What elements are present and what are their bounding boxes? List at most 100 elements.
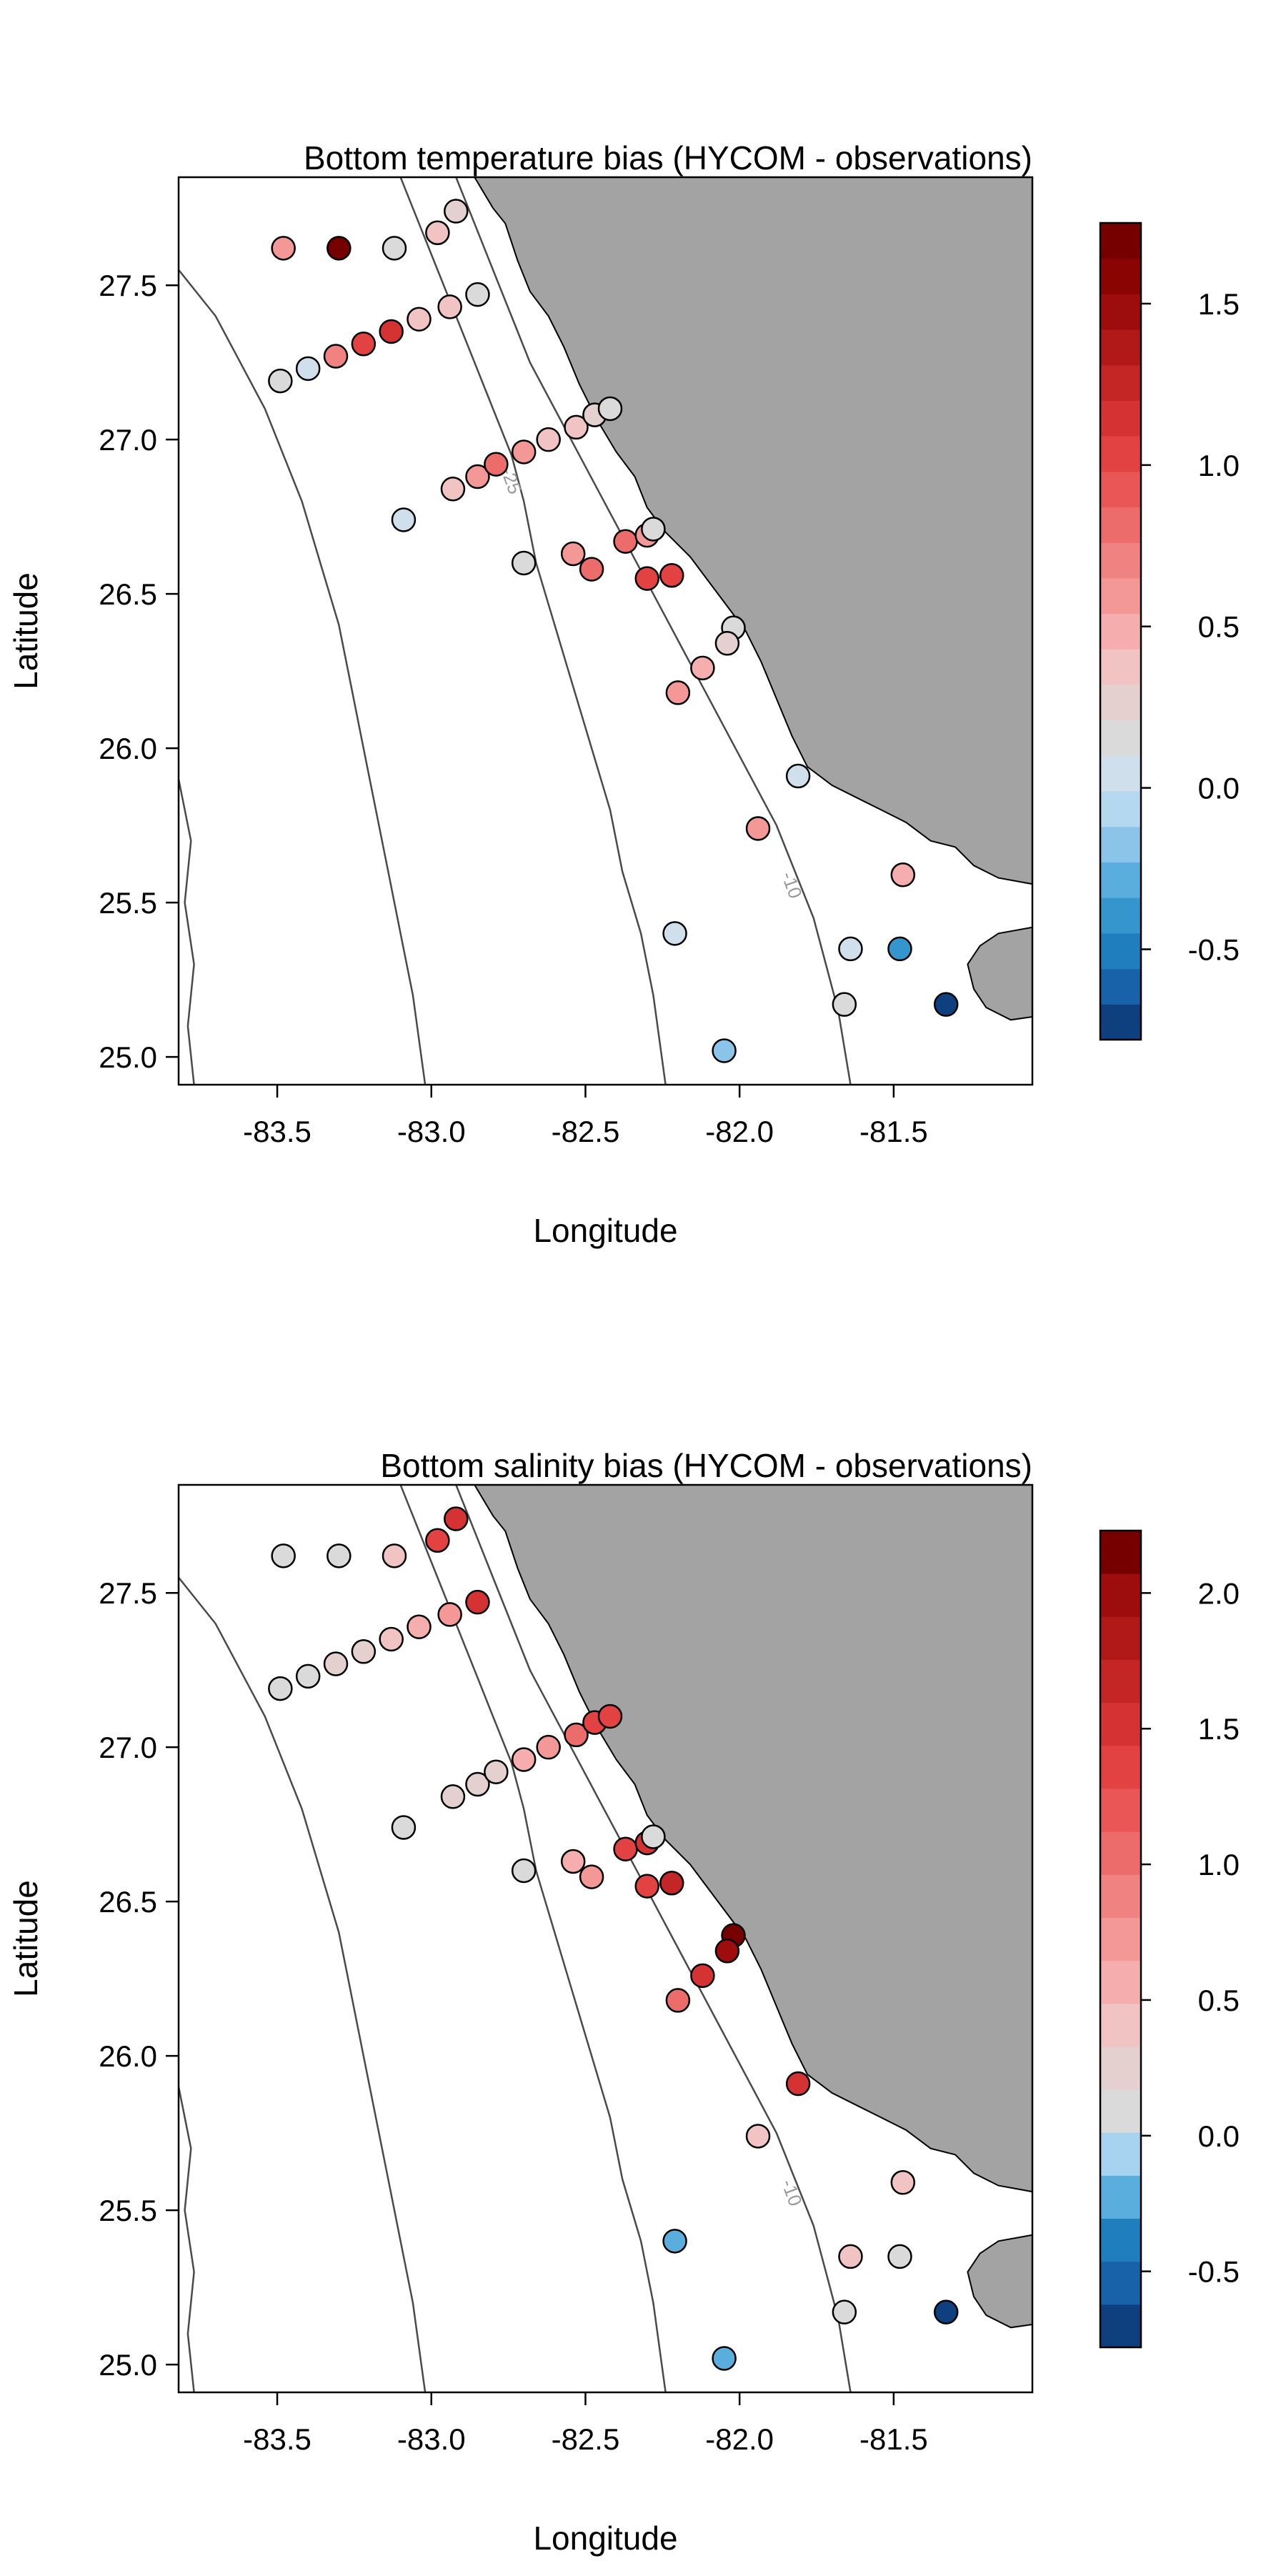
y-tick-label: 25.5	[99, 2194, 157, 2227]
data-point	[323, 344, 349, 369]
data-point	[662, 921, 687, 946]
data-point	[890, 2170, 916, 2195]
data-point	[465, 464, 490, 489]
data-point	[714, 1939, 740, 1964]
data-point	[714, 631, 740, 656]
data-point	[407, 307, 432, 332]
land-mass-south	[967, 2234, 1032, 2329]
data-point	[351, 332, 377, 357]
data-point	[382, 236, 407, 261]
data-point	[379, 1626, 404, 1652]
data-point	[465, 282, 490, 307]
data-point	[887, 936, 912, 962]
data-point	[665, 1988, 691, 2013]
data-point	[295, 1664, 321, 1689]
data-point	[564, 414, 589, 440]
x-tick-label: -82.5	[552, 2422, 620, 2456]
data-point	[597, 1704, 623, 1729]
data-point	[465, 1771, 490, 1797]
data-point	[690, 655, 715, 681]
colorbar-segment	[1100, 1702, 1141, 1746]
colorbar-frame	[1099, 222, 1142, 1041]
depth-contour	[179, 1576, 427, 2392]
colorbar-segment	[1100, 755, 1141, 792]
data-point	[634, 566, 659, 591]
data-point	[440, 1784, 466, 1809]
colorbar-tick-label: 1.5	[1198, 1712, 1240, 1746]
plot-area: -25-10	[179, 177, 1032, 1085]
data-point	[327, 236, 352, 261]
data-point	[712, 1038, 737, 1063]
data-point	[641, 517, 666, 542]
data-point	[351, 1639, 377, 1664]
colorbar-tick-label: 1.5	[1198, 287, 1240, 321]
colorbar-tick-label: 0.0	[1198, 772, 1240, 805]
colorbar-segment	[1100, 1616, 1141, 1660]
y-tick-label: 26.5	[99, 1885, 157, 1919]
data-point	[690, 1963, 715, 1989]
data-point	[665, 680, 691, 705]
colorbar-segment	[1100, 1831, 1141, 1875]
data-point	[838, 2244, 863, 2269]
colorbar-segment	[1100, 436, 1141, 472]
colorbar-segment	[1100, 2089, 1141, 2133]
data-point	[933, 2299, 959, 2324]
data-point	[832, 2299, 857, 2324]
data-point	[536, 427, 561, 452]
colorbar-segment	[1100, 2304, 1141, 2348]
colorbar-tick-label: 2.0	[1198, 1576, 1240, 1610]
x-tick-label: -82.5	[552, 1115, 620, 1148]
x-axis-label: Longitude	[533, 1212, 677, 1249]
y-tick-label: 26.5	[99, 577, 157, 611]
data-point	[838, 936, 863, 962]
y-tick-label: 27.0	[99, 423, 157, 457]
chart-title: Bottom temperature bias (HYCOM - observa…	[304, 139, 1032, 176]
colorbar-segment	[1100, 400, 1141, 437]
data-point	[579, 1864, 604, 1889]
colorbar-segment	[1100, 471, 1141, 508]
data-point	[511, 439, 537, 464]
colorbar-segment	[1100, 577, 1141, 615]
colorbar-segment	[1100, 1788, 1141, 1832]
colorbar-segment	[1100, 329, 1141, 366]
colorbar-segment	[1100, 720, 1141, 756]
data-point	[425, 1528, 450, 1553]
data-point	[511, 550, 537, 576]
depth-contour	[179, 2087, 195, 2392]
colorbar-tick-label: 1.0	[1198, 1848, 1240, 1881]
y-axis-label: Latitude	[7, 1880, 44, 1997]
plot-frame	[177, 1483, 1034, 2394]
colorbar-segment	[1100, 2046, 1141, 2090]
data-point	[712, 2346, 737, 2371]
data-point	[382, 1543, 407, 1568]
data-point	[391, 507, 417, 532]
colorbar-segment	[1100, 649, 1141, 685]
x-tick-label: -83.5	[243, 2422, 311, 2456]
depth-contour	[455, 1485, 852, 2392]
data-point	[268, 368, 293, 394]
depth-contour	[179, 269, 427, 1085]
colorbar-tick-label: 0.5	[1198, 1984, 1240, 2017]
data-point	[379, 319, 404, 344]
data-point	[579, 557, 604, 582]
colorbar-segment	[1100, 2175, 1141, 2219]
colorbar-segment	[1100, 2003, 1141, 2047]
data-point	[887, 2244, 912, 2269]
data-point	[613, 1836, 638, 1861]
x-tick-label: -81.5	[859, 1115, 928, 1148]
data-point	[437, 1602, 462, 1627]
colorbar-segment	[1100, 1004, 1141, 1040]
data-point	[560, 1849, 586, 1874]
colorbar-segment	[1100, 2261, 1141, 2305]
x-tick-label: -83.0	[397, 2422, 466, 2456]
data-point	[323, 1651, 349, 1676]
data-point	[560, 541, 586, 567]
data-point	[785, 763, 811, 789]
data-point	[271, 236, 296, 261]
y-tick-label: 25.0	[99, 2348, 157, 2382]
colorbar-segment	[1100, 1531, 1141, 1574]
colorbar-segment	[1100, 1745, 1141, 1789]
colorbar-segment	[1100, 1917, 1141, 1961]
data-point	[832, 992, 857, 1017]
